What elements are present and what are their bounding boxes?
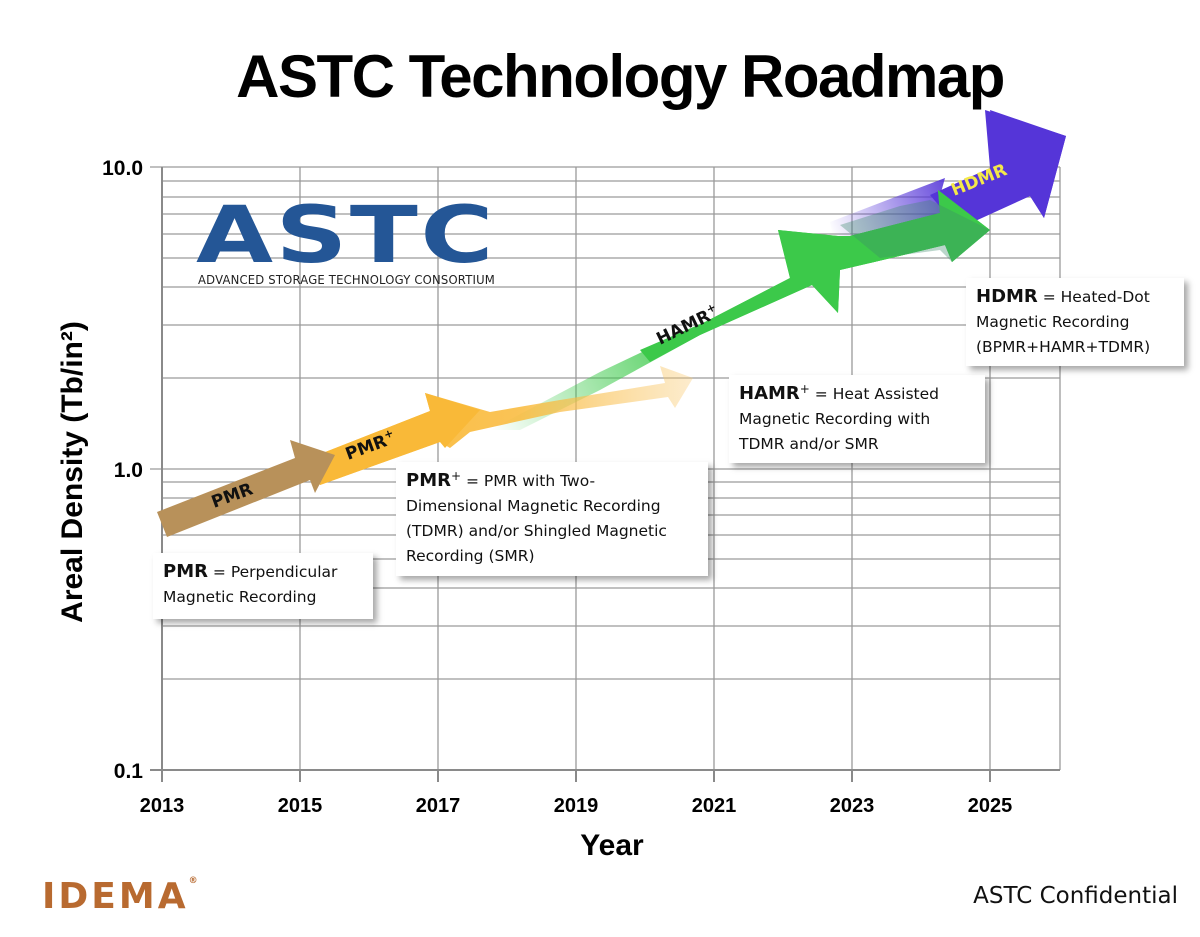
arrow-pmr-plus: PMR+ (310, 366, 693, 485)
astc-subtitle: ADVANCED STORAGE TECHNOLOGY CONSORTIUM (198, 272, 495, 287)
y-axis-title: Areal Density (Tb/in²) (56, 321, 89, 623)
callout-hdmr: HDMR = Heated-Dot Magnetic Recording (BP… (966, 278, 1184, 366)
confidential-label: ASTC Confidential (973, 883, 1178, 909)
axes (150, 167, 1060, 782)
astc-logo: ASTC ADVANCED STORAGE TECHNOLOGY CONSORT… (196, 191, 496, 287)
idema-logo: IDEMA® (42, 876, 198, 917)
x-axis-title: Year (580, 829, 644, 862)
x-tick: 2025 (968, 795, 1013, 817)
callout-term: PMR (163, 561, 208, 582)
x-tick: 2023 (830, 795, 875, 817)
x-tick: 2017 (416, 795, 461, 817)
callout-pmr-plus: PMR+ = PMR with Two- Dimensional Magneti… (396, 462, 708, 576)
callout-term: HDMR (976, 286, 1038, 307)
callout-term: PMR (406, 470, 451, 491)
x-tick: 2013 (140, 795, 185, 817)
arrow-pmr: PMR (157, 440, 335, 537)
x-tick: 2021 (692, 795, 737, 817)
y-tick-1: 1.0 (114, 459, 143, 482)
x-tick: 2015 (278, 795, 323, 817)
callout-term: HAMR (739, 383, 800, 404)
callout-hamr-plus: HAMR+ = Heat Assisted Magnetic Recording… (729, 375, 985, 463)
y-tick-0-1: 0.1 (114, 760, 144, 783)
y-tick-10: 10.0 (102, 157, 143, 180)
x-tick: 2019 (554, 795, 599, 817)
astc-wordmark: ASTC (196, 191, 496, 281)
slide-title: ASTC Technology Roadmap (236, 43, 1005, 110)
callout-pmr: PMR = Perpendicular Magnetic Recording (153, 553, 373, 619)
